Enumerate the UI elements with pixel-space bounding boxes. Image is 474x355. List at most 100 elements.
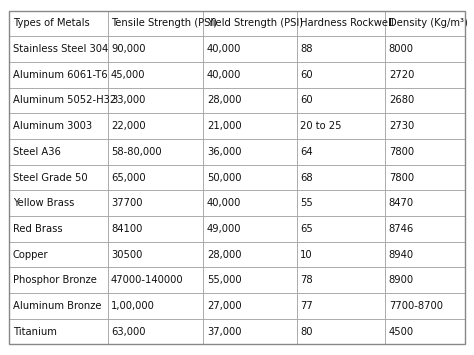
- Text: Density (Kg/m³): Density (Kg/m³): [389, 18, 468, 28]
- Text: 36,000: 36,000: [207, 147, 241, 157]
- Text: 7800: 7800: [389, 173, 414, 182]
- Bar: [297, 216, 385, 242]
- Bar: [297, 319, 385, 344]
- Text: 22,000: 22,000: [111, 121, 146, 131]
- Text: Steel A36: Steel A36: [13, 147, 61, 157]
- Text: 55,000: 55,000: [207, 275, 241, 285]
- Bar: [9, 139, 108, 165]
- Text: 4500: 4500: [389, 327, 414, 337]
- Text: Aluminum 6061-T6: Aluminum 6061-T6: [13, 70, 108, 80]
- Text: 2730: 2730: [389, 121, 414, 131]
- Text: 60: 60: [300, 70, 313, 80]
- Bar: [385, 36, 465, 62]
- Text: 63,000: 63,000: [111, 327, 146, 337]
- Bar: [108, 293, 203, 319]
- Bar: [297, 113, 385, 139]
- Text: Aluminum 3003: Aluminum 3003: [13, 121, 92, 131]
- Text: 28,000: 28,000: [207, 250, 241, 260]
- Bar: [385, 88, 465, 113]
- Bar: [385, 267, 465, 293]
- Text: 68: 68: [300, 173, 313, 182]
- Bar: [385, 216, 465, 242]
- Bar: [203, 267, 297, 293]
- Text: 60: 60: [300, 95, 313, 105]
- Text: 8746: 8746: [389, 224, 414, 234]
- Text: 65,000: 65,000: [111, 173, 146, 182]
- Bar: [108, 139, 203, 165]
- Bar: [385, 139, 465, 165]
- Text: Yield Strength (PSI): Yield Strength (PSI): [207, 18, 303, 28]
- Bar: [297, 190, 385, 216]
- Bar: [297, 62, 385, 88]
- Bar: [9, 62, 108, 88]
- Text: 1,00,000: 1,00,000: [111, 301, 155, 311]
- Bar: [203, 62, 297, 88]
- Text: Hardness Rockwell: Hardness Rockwell: [300, 18, 394, 28]
- Text: 7800: 7800: [389, 147, 414, 157]
- Text: 33,000: 33,000: [111, 95, 146, 105]
- Bar: [297, 242, 385, 267]
- Text: 58-80,000: 58-80,000: [111, 147, 162, 157]
- Text: 8470: 8470: [389, 198, 414, 208]
- Bar: [297, 11, 385, 36]
- Text: 65: 65: [300, 224, 313, 234]
- Text: Aluminum 5052-H32: Aluminum 5052-H32: [13, 95, 116, 105]
- Bar: [385, 319, 465, 344]
- Text: 10: 10: [300, 250, 313, 260]
- Bar: [385, 62, 465, 88]
- Text: 40,000: 40,000: [207, 44, 241, 54]
- Bar: [297, 139, 385, 165]
- Bar: [9, 319, 108, 344]
- Text: 37700: 37700: [111, 198, 143, 208]
- Text: 8000: 8000: [389, 44, 414, 54]
- Text: 84100: 84100: [111, 224, 142, 234]
- Text: 40,000: 40,000: [207, 70, 241, 80]
- Bar: [297, 293, 385, 319]
- Text: 30500: 30500: [111, 250, 142, 260]
- Text: 78: 78: [300, 275, 313, 285]
- Text: 47000-140000: 47000-140000: [111, 275, 183, 285]
- Text: 49,000: 49,000: [207, 224, 241, 234]
- Text: 80: 80: [300, 327, 313, 337]
- Bar: [385, 113, 465, 139]
- Text: 55: 55: [300, 198, 313, 208]
- Bar: [297, 88, 385, 113]
- Text: 88: 88: [300, 44, 313, 54]
- Text: 45,000: 45,000: [111, 70, 146, 80]
- Bar: [108, 216, 203, 242]
- Text: Phosphor Bronze: Phosphor Bronze: [13, 275, 97, 285]
- Text: Aluminum Bronze: Aluminum Bronze: [13, 301, 101, 311]
- Bar: [108, 242, 203, 267]
- Bar: [203, 293, 297, 319]
- Bar: [9, 36, 108, 62]
- Bar: [9, 113, 108, 139]
- Text: 77: 77: [300, 301, 313, 311]
- Text: 2680: 2680: [389, 95, 414, 105]
- Bar: [203, 190, 297, 216]
- Bar: [203, 165, 297, 190]
- Bar: [385, 11, 465, 36]
- Text: 27,000: 27,000: [207, 301, 241, 311]
- Bar: [108, 319, 203, 344]
- Bar: [108, 62, 203, 88]
- Text: 2720: 2720: [389, 70, 414, 80]
- Text: Tensile Strength (PSI): Tensile Strength (PSI): [111, 18, 217, 28]
- Text: 28,000: 28,000: [207, 95, 241, 105]
- Bar: [203, 11, 297, 36]
- Bar: [385, 190, 465, 216]
- Bar: [385, 242, 465, 267]
- Text: 37,000: 37,000: [207, 327, 241, 337]
- Bar: [108, 190, 203, 216]
- Text: 20 to 25: 20 to 25: [300, 121, 342, 131]
- Text: 21,000: 21,000: [207, 121, 241, 131]
- Bar: [297, 165, 385, 190]
- Text: 8940: 8940: [389, 250, 414, 260]
- Text: Steel Grade 50: Steel Grade 50: [13, 173, 87, 182]
- Text: Stainless Steel 304: Stainless Steel 304: [13, 44, 108, 54]
- Bar: [9, 216, 108, 242]
- Bar: [108, 11, 203, 36]
- Text: 8900: 8900: [389, 275, 414, 285]
- Bar: [385, 165, 465, 190]
- Bar: [108, 165, 203, 190]
- Text: Titanium: Titanium: [13, 327, 57, 337]
